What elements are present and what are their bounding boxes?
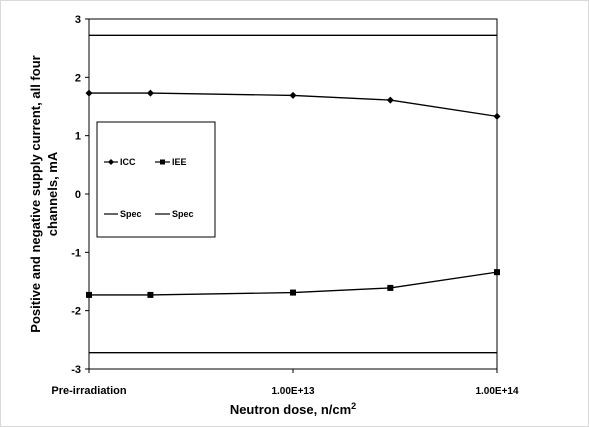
- point-icc: [85, 89, 93, 97]
- legend-label-iee: IEE: [172, 157, 187, 167]
- y-tick-label: -2: [71, 306, 81, 318]
- legend-box: [96, 121, 216, 238]
- x-tick-label: Pre-irradiation: [51, 385, 126, 397]
- legend-marker-diamond: [108, 159, 114, 165]
- point-icc: [146, 89, 154, 97]
- x-tick-label: 1.00E+14: [475, 386, 519, 397]
- point-icc: [493, 112, 501, 120]
- y-tick-label: -1: [71, 247, 81, 259]
- y-tick-label: -3: [71, 364, 81, 376]
- point-iee: [147, 291, 154, 298]
- point-icc: [386, 96, 394, 104]
- y-tick-label: 0: [75, 189, 81, 201]
- point-iee: [494, 269, 500, 276]
- y-tick-label: 3: [75, 14, 81, 26]
- legend-label-icc: ICC: [120, 157, 136, 167]
- legend-label-spec-2: Spec: [172, 209, 194, 219]
- x-axis-label: Neutron dose, n/cm2: [230, 401, 356, 417]
- y-tick-label: 2: [75, 72, 81, 84]
- x-tick-label: 1.00E+13: [271, 386, 315, 397]
- y-ticks: 3 2 1 0 -1 -2 -3: [71, 14, 89, 376]
- point-iee: [387, 284, 394, 291]
- y-axis-label: Positive and negative supply current, al…: [28, 55, 60, 332]
- point-icc: [289, 91, 297, 99]
- series-group: [85, 34, 501, 354]
- point-iee: [290, 289, 296, 296]
- x-ticks: Pre-irradiation 1.00E+13 1.00E+14: [51, 369, 519, 397]
- point-iee: [86, 291, 92, 298]
- legend: ICC IEE Spec Spec: [96, 121, 216, 238]
- legend-marker-square: [160, 159, 165, 165]
- y-tick-label: 1: [75, 131, 81, 143]
- legend-label-spec-1: Spec: [120, 209, 142, 219]
